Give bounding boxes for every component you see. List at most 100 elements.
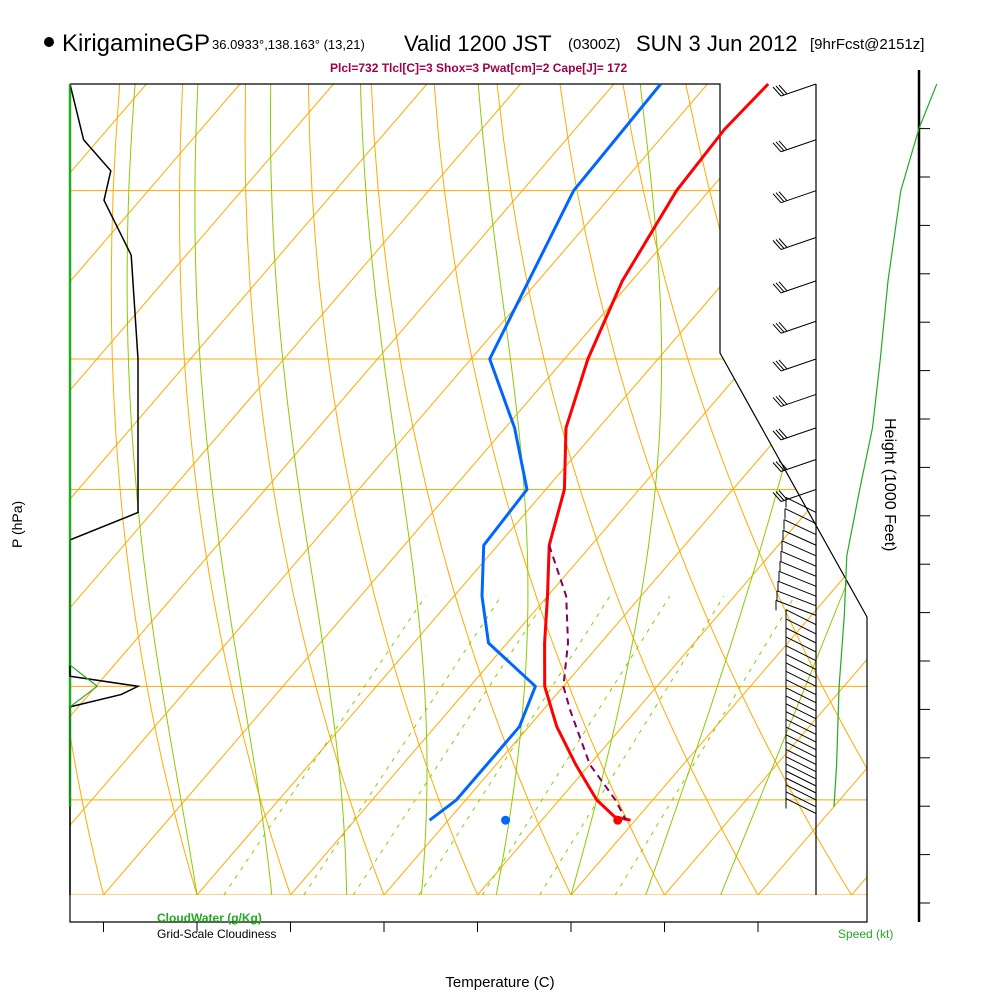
wind-barb-flag: [772, 86, 782, 97]
wind-speed-label: Speed (kt): [838, 927, 893, 941]
wind-barb-shaft: [785, 703, 817, 720]
moist-adiabat-line: [570, 84, 663, 895]
wind-barb-shaft: [781, 540, 817, 557]
wind-barb-flag: [775, 461, 785, 471]
wind-barb-shaft: [785, 679, 817, 696]
wind-speed-line: [833, 83, 938, 807]
wind-barb-flag: [778, 140, 788, 151]
dry-adiabat-line: [811, 84, 867, 895]
wind-barb-flag: [775, 322, 785, 333]
station-coords: 36.0933°,138.163° (13,21): [212, 37, 365, 52]
wind-barb-flag: [778, 321, 788, 332]
wind-barb-shaft: [785, 636, 817, 653]
isotherm-line: [70, 84, 615, 895]
isotherm-line: [70, 84, 428, 895]
wind-barb-flag: [772, 397, 782, 407]
wind-barb-shaft: [780, 139, 817, 153]
wind-barb-flag: [775, 360, 785, 371]
temperature-line: [543, 82, 770, 822]
header: KirigamineGP 36.0933°,138.163° (13,21) V…: [44, 30, 924, 75]
dewpoint-line: [428, 83, 662, 822]
dry-adiabat-line: [622, 84, 867, 895]
wind-barb-shaft: [785, 653, 817, 670]
wind-barb-shaft: [780, 190, 817, 204]
wind-barb-shaft: [780, 459, 817, 472]
dry-adiabat-line: [433, 84, 665, 895]
isotherm-line: [851, 84, 867, 895]
cloudwater-label: CloudWater (g/Kg): [157, 911, 262, 925]
dry-adiabat-line: [937, 84, 1000, 895]
wind-barb-shaft: [785, 645, 817, 662]
height-axis-title: Height (1000 Feet): [881, 418, 898, 551]
parcel-line: [548, 544, 627, 821]
cloudiness-line: [69, 83, 141, 895]
moist-adiabat-line: [720, 84, 867, 895]
cloudiness-label: Grid-Scale Cloudiness: [157, 927, 276, 941]
dry-adiabat-line: [496, 84, 759, 895]
wind-barb-shaft: [785, 784, 817, 801]
wind-barb-flag: [778, 460, 788, 470]
wind-barb-shaft: [780, 280, 817, 294]
wind-barb-shaft: [785, 791, 817, 808]
axes-layer: [103, 128, 930, 932]
sounding-indices: Plcl=732 Tlcl[C]=3 Shox=3 Pwat[cm]=2 Cap…: [330, 61, 627, 75]
mixing-ratio-line: [223, 595, 426, 895]
wind-barb-shaft: [785, 497, 817, 513]
wind-barb-shaft: [785, 749, 817, 765]
wind-barb-shaft: [785, 695, 817, 712]
wind-barb-shaft: [785, 711, 817, 728]
dry-adiabat-line: [110, 84, 198, 895]
cloudwater-line: [69, 84, 99, 807]
isotherm-line: [70, 84, 521, 895]
forecast-info: [9hrFcst@2151z]: [810, 36, 924, 53]
isotherm-line: [383, 84, 867, 895]
station-name: KirigamineGP: [62, 30, 210, 57]
wind-barb-shaft: [785, 687, 817, 704]
cloud-panel: [68, 83, 141, 895]
isotherm-line: [70, 84, 334, 895]
surface-temperature-marker: [613, 815, 623, 825]
moist-adiabat-line: [360, 84, 428, 895]
wind-barb-shaft: [785, 798, 817, 814]
wind-barb-shaft: [777, 580, 817, 597]
wind-barb-flag: [778, 191, 788, 202]
wind-barb-flag: [778, 395, 788, 405]
wind-barb-flag: [775, 429, 785, 440]
mixing-ratio-line: [614, 595, 796, 895]
wind-barb-shaft: [785, 609, 817, 626]
wind-barb-shaft: [780, 550, 817, 567]
isotherm-line: [103, 84, 802, 895]
wind-barb-shaft: [785, 763, 817, 780]
wind-barb-shaft: [785, 662, 817, 679]
wind-barb-shaft: [780, 393, 817, 407]
wind-barb-shaft: [784, 508, 817, 525]
dry-adiabat-line: [0, 84, 10, 895]
mixing-ratio-line: [481, 595, 671, 895]
wind-barb-shaft: [785, 734, 817, 751]
wind-barb-flag: [778, 281, 788, 292]
wind-barb-shaft: [780, 320, 817, 334]
isotherm-line: [70, 84, 241, 895]
wind-barb-shaft: [776, 590, 817, 607]
wind-barb-flag: [772, 492, 782, 502]
wind-barb-shaft: [780, 83, 817, 97]
valid-time: Valid 1200 JST: [404, 31, 552, 56]
moist-adiabat-line: [270, 84, 348, 895]
wind-barb-flag: [778, 84, 788, 95]
isotherm-line: [290, 84, 867, 895]
wind-barb-shaft: [779, 560, 817, 577]
grid: [0, 84, 1000, 895]
isotherm-line: [664, 84, 867, 895]
wind-barb-flag: [772, 240, 782, 250]
dry-adiabat-line: [70, 84, 104, 895]
wind-barbs: [772, 83, 938, 814]
wind-barb-shaft: [778, 570, 817, 587]
moist-adiabat-line: [477, 84, 529, 895]
valid-utc: (0300Z): [568, 36, 621, 53]
wind-barb-flag: [775, 282, 785, 293]
wind-barb-shaft: [785, 770, 817, 787]
isotherm-line: [70, 84, 708, 895]
wind-barb-flag: [775, 85, 785, 96]
mixing-ratio-line: [539, 595, 725, 895]
plot-frame: [69, 83, 868, 923]
